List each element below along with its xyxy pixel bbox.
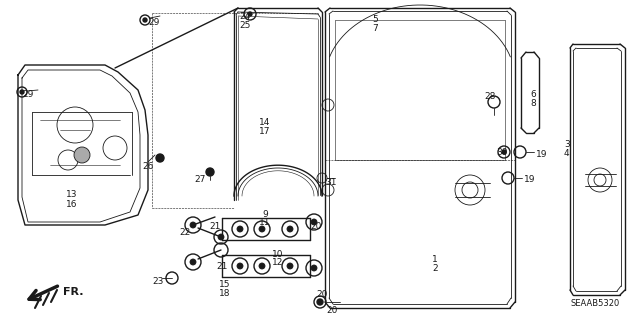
- Text: SEAAB5320: SEAAB5320: [571, 299, 620, 308]
- Text: 21: 21: [209, 222, 221, 231]
- Text: 12: 12: [272, 258, 284, 267]
- Text: 28: 28: [484, 92, 496, 101]
- Text: 14: 14: [259, 118, 270, 127]
- Circle shape: [287, 263, 293, 269]
- Text: 24: 24: [239, 12, 251, 21]
- Circle shape: [287, 226, 293, 232]
- Circle shape: [317, 299, 323, 305]
- Text: 17: 17: [259, 127, 270, 136]
- Text: 20: 20: [326, 306, 338, 315]
- Text: 7: 7: [372, 24, 378, 33]
- Text: 13: 13: [67, 190, 77, 199]
- Circle shape: [74, 147, 90, 163]
- Circle shape: [311, 219, 317, 225]
- Text: 21: 21: [216, 262, 228, 271]
- Circle shape: [190, 222, 196, 228]
- Text: 6: 6: [530, 90, 536, 99]
- Text: 20: 20: [310, 222, 321, 231]
- Text: 22: 22: [179, 228, 191, 237]
- Circle shape: [20, 90, 24, 94]
- Text: 1: 1: [432, 255, 438, 264]
- Text: 8: 8: [530, 99, 536, 108]
- Circle shape: [311, 265, 317, 271]
- Circle shape: [190, 259, 196, 265]
- Circle shape: [143, 18, 147, 22]
- Circle shape: [259, 226, 265, 232]
- Text: 23: 23: [152, 277, 164, 286]
- Circle shape: [218, 234, 224, 240]
- Text: 27: 27: [195, 175, 205, 184]
- Text: 2: 2: [432, 264, 438, 273]
- Text: 20: 20: [316, 290, 328, 299]
- Circle shape: [248, 12, 252, 16]
- Text: 29: 29: [22, 90, 33, 99]
- Text: 30: 30: [496, 148, 508, 157]
- Text: 18: 18: [220, 289, 231, 298]
- Text: 26: 26: [142, 162, 154, 171]
- Circle shape: [206, 168, 214, 176]
- Text: 11: 11: [259, 218, 271, 227]
- Text: 19: 19: [524, 175, 536, 184]
- Text: 4: 4: [564, 149, 570, 158]
- Circle shape: [237, 263, 243, 269]
- Text: 3: 3: [564, 140, 570, 149]
- Text: 5: 5: [372, 15, 378, 24]
- Text: 31: 31: [325, 178, 337, 187]
- Text: 19: 19: [536, 150, 547, 159]
- Circle shape: [156, 154, 164, 162]
- Text: 15: 15: [220, 280, 231, 289]
- Circle shape: [237, 226, 243, 232]
- Text: FR.: FR.: [63, 287, 83, 297]
- Text: 10: 10: [272, 250, 284, 259]
- Text: 9: 9: [262, 210, 268, 219]
- Circle shape: [259, 263, 265, 269]
- Text: 25: 25: [239, 21, 251, 30]
- Text: 16: 16: [67, 200, 77, 209]
- Text: 29: 29: [148, 18, 159, 27]
- Circle shape: [502, 150, 506, 154]
